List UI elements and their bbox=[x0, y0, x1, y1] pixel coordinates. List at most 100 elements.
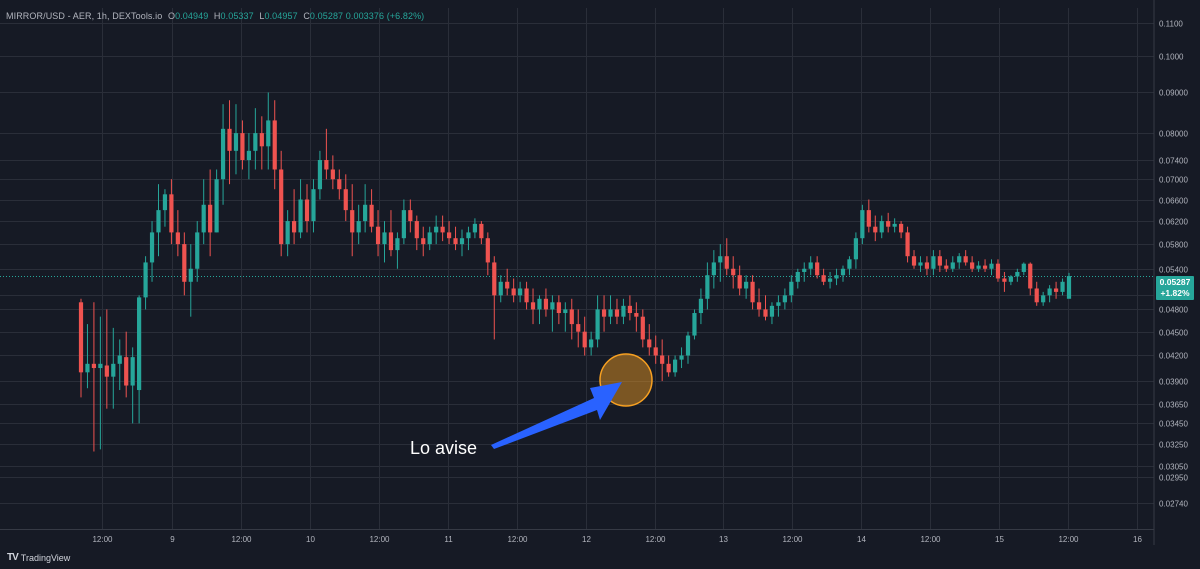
candle-body bbox=[1066, 276, 1072, 299]
candle-body bbox=[124, 357, 129, 386]
candle-body bbox=[317, 160, 323, 190]
candle-body bbox=[724, 256, 729, 269]
candle-body bbox=[279, 169, 284, 245]
candle-body bbox=[240, 133, 245, 161]
x-tick-label: 12 bbox=[582, 535, 591, 544]
candle-body bbox=[931, 256, 936, 269]
candle-body bbox=[808, 262, 813, 269]
candle-body bbox=[653, 347, 658, 356]
candle-body bbox=[130, 357, 135, 386]
candle-body bbox=[188, 268, 193, 282]
candle-body bbox=[627, 305, 632, 314]
candle-body bbox=[744, 281, 749, 289]
candle-body bbox=[304, 199, 310, 222]
candle-body bbox=[201, 204, 206, 233]
candle-body bbox=[369, 204, 374, 227]
x-tick-label: 12:00 bbox=[645, 535, 666, 544]
candle-body bbox=[182, 244, 187, 282]
x-tick-label: 15 bbox=[995, 535, 1004, 544]
candle-body bbox=[330, 169, 335, 180]
candle-body bbox=[899, 223, 904, 233]
tradingview-branding[interactable]: TV TradingView bbox=[7, 552, 70, 563]
candle-body bbox=[298, 199, 303, 233]
candle-body bbox=[711, 262, 716, 276]
candle-body bbox=[608, 309, 613, 317]
candle-body bbox=[324, 160, 329, 170]
candle-body bbox=[195, 232, 200, 269]
y-tick-label: 0.03450 bbox=[1159, 420, 1188, 429]
low-value: 0.04957 bbox=[264, 11, 298, 21]
candle-body bbox=[982, 265, 988, 269]
candle-body bbox=[692, 313, 697, 336]
y-tick-label: 0.06200 bbox=[1159, 218, 1188, 227]
candle-body bbox=[337, 179, 342, 190]
candle-body bbox=[924, 262, 930, 269]
candle-body bbox=[1008, 276, 1013, 282]
candle-body bbox=[272, 120, 277, 170]
candle-body bbox=[769, 305, 775, 317]
candle-body bbox=[569, 309, 574, 325]
candle-body bbox=[453, 238, 458, 245]
candle-body bbox=[91, 363, 97, 369]
candle-body bbox=[440, 226, 445, 233]
candle-body bbox=[208, 204, 213, 233]
candle-body bbox=[498, 281, 503, 296]
x-tick-label: 10 bbox=[306, 535, 315, 544]
chart-grid bbox=[0, 8, 1154, 529]
candle-body bbox=[886, 221, 891, 227]
candle-body bbox=[563, 309, 568, 314]
change-value: 0.003376 (+6.82%) bbox=[345, 11, 425, 21]
candle-body bbox=[802, 268, 807, 272]
candle-body bbox=[963, 256, 968, 263]
candle-body bbox=[485, 238, 490, 263]
candle-body bbox=[660, 355, 665, 364]
candle-body bbox=[756, 302, 762, 310]
candle-body bbox=[427, 232, 432, 245]
candle-body bbox=[905, 232, 910, 257]
x-tick-label: 16 bbox=[1133, 535, 1142, 544]
candle-body bbox=[950, 262, 955, 269]
y-tick-label: 0.07400 bbox=[1159, 157, 1188, 166]
close-label: C bbox=[303, 11, 310, 21]
candle-body bbox=[117, 355, 122, 364]
candle-body bbox=[718, 256, 723, 263]
symbol-title: MIRROR/USD - AER, 1h, DEXTools.io bbox=[6, 11, 163, 21]
x-tick-label: 11 bbox=[444, 535, 453, 544]
candle-body bbox=[543, 298, 549, 310]
candle-body bbox=[1034, 288, 1039, 303]
candle-body bbox=[589, 339, 594, 348]
candle-body bbox=[266, 120, 271, 147]
candle-body bbox=[976, 265, 981, 269]
candle-body bbox=[518, 288, 523, 296]
candle-body bbox=[815, 262, 820, 276]
open-label: O bbox=[167, 11, 176, 21]
y-tick-label: 0.04500 bbox=[1159, 329, 1188, 338]
x-tick-label: 14 bbox=[857, 535, 866, 544]
candle-body bbox=[375, 226, 381, 245]
candle-body bbox=[253, 133, 258, 151]
y-tick-label: 0.07000 bbox=[1159, 176, 1188, 185]
candle-body bbox=[731, 268, 736, 276]
candle-body bbox=[970, 262, 975, 269]
candle-body bbox=[918, 262, 923, 266]
candle-body bbox=[1002, 278, 1007, 282]
y-tick-label: 0.05800 bbox=[1159, 241, 1188, 250]
candle-body bbox=[1060, 281, 1065, 292]
candle-body bbox=[576, 324, 581, 332]
candle-body bbox=[137, 297, 142, 391]
candle-body bbox=[356, 221, 361, 233]
candle-body bbox=[698, 298, 704, 314]
candle-body bbox=[827, 278, 833, 282]
candle-body bbox=[363, 204, 368, 222]
candle-body bbox=[421, 238, 426, 245]
candle-body bbox=[227, 128, 232, 151]
candle-body bbox=[537, 298, 542, 310]
candle-body bbox=[614, 309, 620, 317]
candle-body bbox=[853, 238, 859, 260]
y-tick-label: 0.03650 bbox=[1159, 401, 1188, 410]
candle-body bbox=[879, 221, 884, 233]
candle-body bbox=[989, 263, 994, 269]
candle-body bbox=[634, 313, 639, 317]
last-price-tag: 0.05287 +1.82% bbox=[1156, 276, 1194, 300]
